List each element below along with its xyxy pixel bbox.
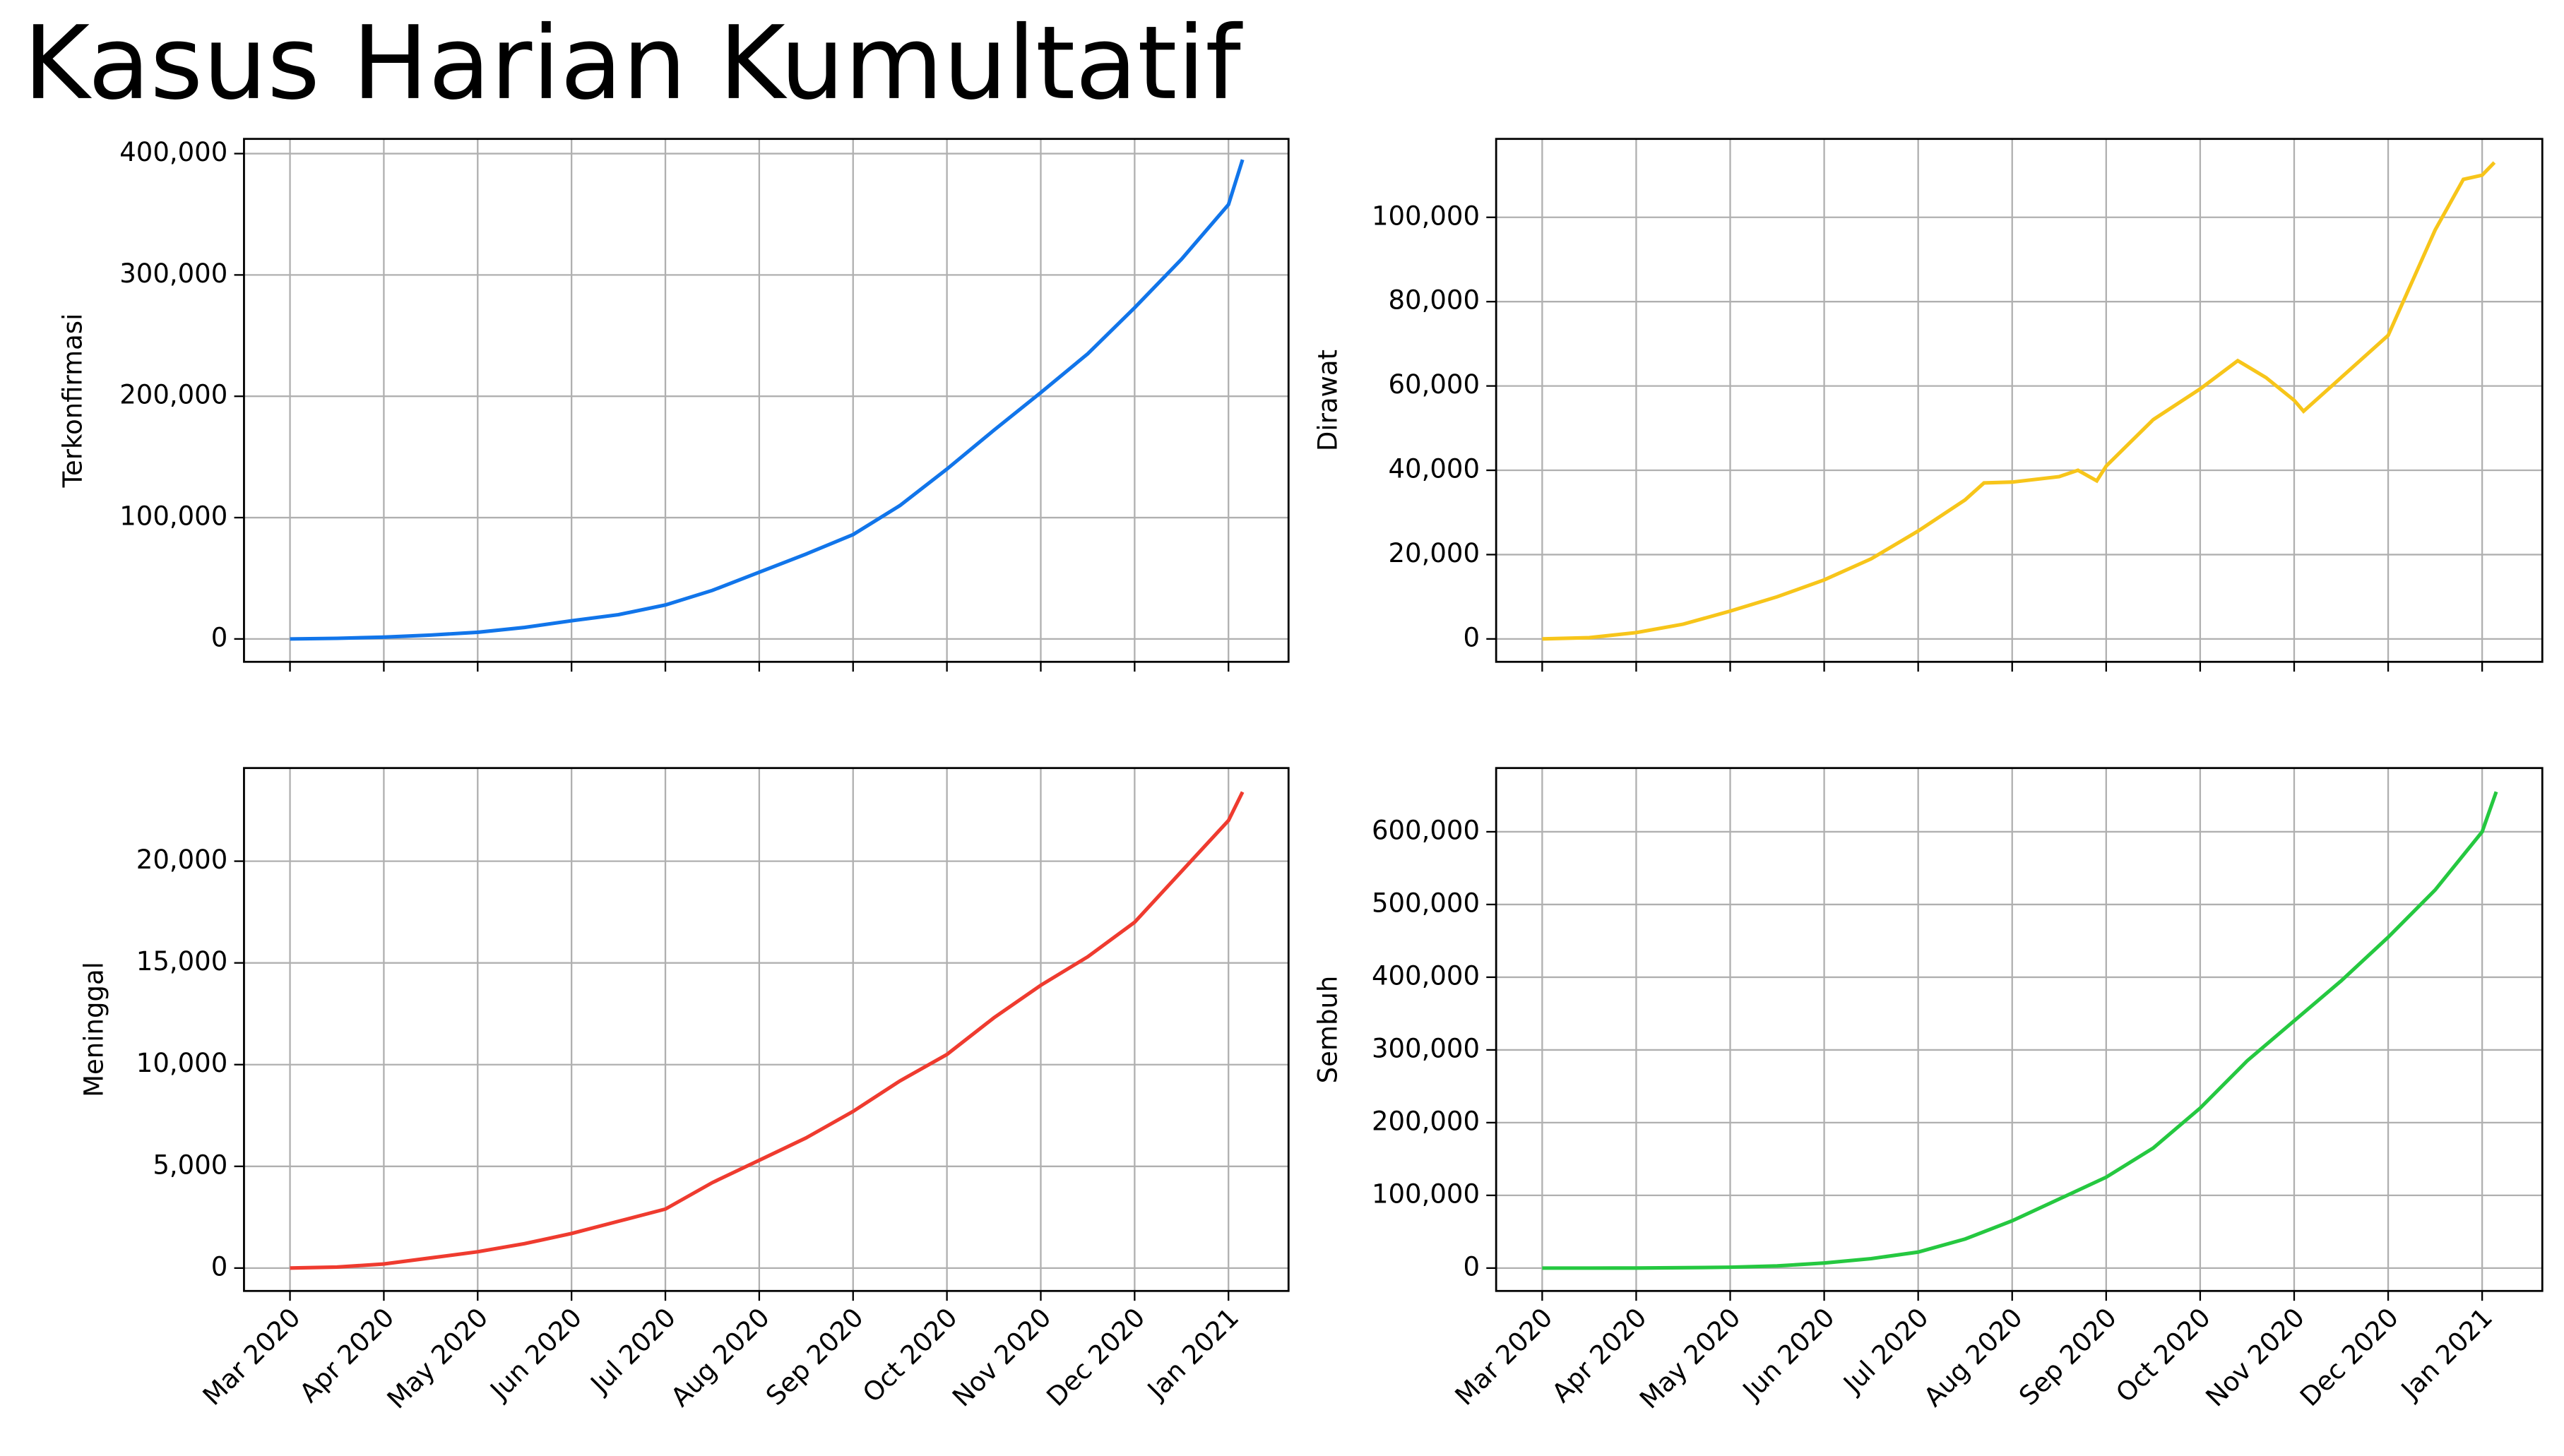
- data-line: [1542, 161, 2496, 641]
- y-axis-label: Sembuh: [1313, 976, 1343, 1084]
- y-tick-label: 15,000: [136, 946, 228, 977]
- y-tick-label: 0: [1463, 1251, 1480, 1282]
- y-tick-label: 40,000: [1388, 454, 1480, 484]
- axes-frame: [1495, 138, 2544, 663]
- y-tick-label: 80,000: [1388, 285, 1480, 316]
- subplot: 0 100,000 200,000 300,000 400,000 Terkonfirma…: [57, 137, 1290, 672]
- data-line: [290, 159, 1245, 641]
- y-tick-label: 60,000: [1388, 369, 1480, 400]
- y-tick-label: 400,000: [119, 137, 227, 167]
- y-tick-label: 200,000: [1372, 1106, 1480, 1136]
- y-axis-label: Dirawat: [1313, 350, 1343, 451]
- y-tick-label: 200,000: [119, 380, 227, 410]
- data-line: [290, 791, 1245, 1270]
- y-tick-label: 0: [211, 622, 228, 652]
- y-tick-label: 5,000: [153, 1150, 227, 1180]
- axes-frame: [1495, 767, 2544, 1292]
- y-tick-label: 300,000: [1372, 1033, 1480, 1063]
- y-tick-label: 100,000: [1372, 1178, 1480, 1209]
- subplot: 0 20,000 40,000 60,000 80,000 100,000 Dirawat: [1313, 138, 2544, 672]
- y-tick-label: 100,000: [1372, 201, 1480, 231]
- y-tick-label: 400,000: [1372, 960, 1480, 991]
- y-tick-label: 20,000: [136, 845, 228, 875]
- y-axis-label: Meninggal: [78, 962, 109, 1097]
- page-title: Kasus Harian Kumultatif: [23, 4, 1243, 122]
- y-tick-label: 300,000: [119, 258, 227, 289]
- y-axis-label: Terkonfirmasi: [57, 314, 88, 489]
- y-tick-label: 100,000: [119, 501, 227, 532]
- y-tick-label: 0: [211, 1251, 228, 1282]
- axes-frame: [243, 767, 1290, 1292]
- data-line: [1542, 791, 2498, 1270]
- y-tick-label: 10,000: [136, 1048, 228, 1078]
- axes-frame: [243, 138, 1290, 663]
- y-tick-label: 0: [1463, 622, 1480, 652]
- y-tick-label: 20,000: [1388, 538, 1480, 568]
- y-tick-label: 500,000: [1372, 888, 1480, 918]
- y-tick-label: 600,000: [1372, 815, 1480, 845]
